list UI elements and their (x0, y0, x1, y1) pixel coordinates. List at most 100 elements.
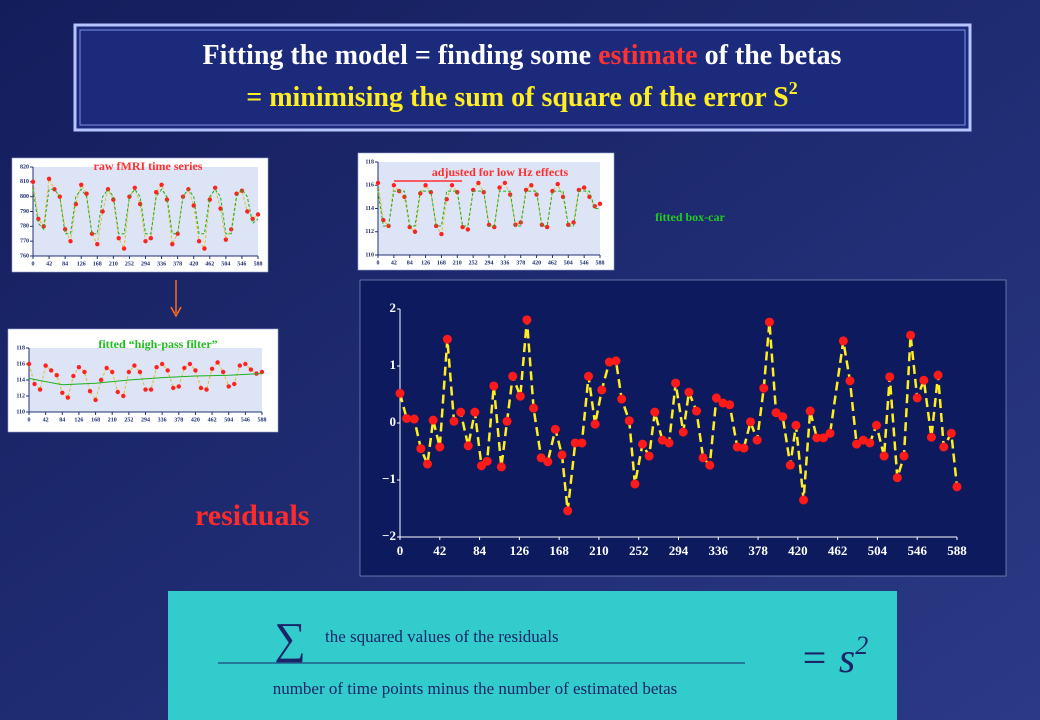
residuals-label: residuals (195, 499, 309, 532)
y-tick-label: 820 (20, 164, 29, 170)
data-point (664, 438, 674, 448)
data-point (433, 223, 439, 229)
x-tick-label: 378 (174, 417, 183, 423)
x-tick-label: 504 (221, 261, 230, 267)
data-point (536, 453, 546, 463)
x-tick-label: 462 (208, 417, 217, 423)
data-point (223, 237, 229, 242)
data-point (581, 185, 587, 190)
x-tick-label: 336 (500, 260, 509, 266)
data-point (170, 241, 175, 247)
x-tick-label: 84 (62, 261, 68, 267)
data-point (154, 365, 159, 370)
data-point (644, 451, 654, 461)
data-point (418, 191, 423, 196)
data-point (442, 334, 452, 344)
data-point (838, 336, 848, 346)
data-point (489, 381, 499, 391)
data-point (218, 206, 223, 211)
chart-title: fitted “high-pass filter” (98, 337, 217, 351)
data-point (507, 192, 513, 197)
data-point (65, 395, 71, 400)
data-point (171, 385, 176, 391)
x-tick-label: 252 (124, 417, 133, 423)
data-point (435, 442, 445, 452)
title-highlight: estimate (598, 40, 698, 71)
data-point (416, 444, 426, 454)
data-point (132, 363, 137, 368)
y-tick-label: 116 (365, 183, 374, 189)
data-point (515, 391, 525, 401)
data-point (46, 176, 52, 182)
data-point (250, 216, 255, 222)
data-point (805, 406, 815, 416)
data-point (126, 369, 132, 375)
data-point (557, 450, 567, 460)
y-tick-label: 110 (16, 409, 25, 415)
data-point (428, 415, 438, 425)
y-tick-label: 116 (16, 361, 25, 367)
data-point (176, 384, 181, 389)
data-point (193, 368, 198, 373)
data-point (164, 197, 170, 202)
x-tick-label: 504 (868, 543, 888, 558)
data-point (62, 227, 68, 232)
y-tick-label: 118 (365, 159, 374, 165)
data-point (100, 209, 105, 214)
data-point (732, 442, 742, 452)
data-point (95, 241, 100, 247)
data-point (752, 435, 762, 445)
x-tick-label: 378 (173, 261, 182, 267)
data-point (54, 373, 59, 378)
data-point (597, 201, 603, 207)
title-text: of the betas (705, 40, 842, 71)
y-tick-label: 110 (365, 252, 374, 258)
x-tick-label: 0 (32, 261, 35, 267)
data-point (759, 383, 769, 393)
data-point (845, 376, 855, 386)
data-point (237, 363, 243, 368)
data-point (584, 371, 594, 381)
data-point (604, 357, 614, 367)
data-point (946, 428, 956, 438)
title-text: = minimising the sum of square of the er… (246, 82, 789, 113)
plot-area (400, 309, 957, 537)
data-point (148, 387, 154, 392)
x-tick-label: 84 (59, 417, 65, 423)
data-point (590, 419, 600, 429)
y-tick-label: 114 (16, 377, 25, 383)
data-point (93, 397, 98, 403)
data-point (879, 451, 889, 461)
x-tick-label: 462 (828, 543, 848, 558)
y-tick-label: 780 (20, 224, 29, 230)
x-tick-label: 546 (237, 261, 246, 267)
x-tick-label: 294 (669, 543, 689, 558)
x-tick-label: 378 (516, 260, 525, 266)
data-point (220, 369, 226, 375)
data-point (143, 238, 148, 244)
x-tick-label: 210 (108, 417, 117, 423)
data-point (104, 365, 109, 371)
data-point (202, 246, 207, 251)
data-point (449, 416, 459, 426)
x-tick-label: 336 (709, 543, 729, 558)
data-point (785, 460, 795, 470)
data-point (412, 229, 418, 234)
y-tick-label: 1 (390, 357, 397, 372)
data-point (463, 441, 473, 451)
data-point (37, 387, 43, 392)
data-point (375, 180, 381, 186)
data-point (691, 406, 701, 416)
x-tick-label: 462 (205, 261, 214, 267)
title-box (73, 23, 972, 132)
data-point (470, 407, 480, 417)
data-point (624, 416, 634, 426)
data-point (182, 365, 187, 371)
y-tick-label: 770 (20, 239, 29, 245)
y-tick-label: 0 (390, 414, 397, 429)
data-point (68, 238, 73, 244)
data-point (121, 393, 126, 399)
data-point (456, 407, 466, 417)
x-tick-label: 336 (158, 417, 167, 423)
